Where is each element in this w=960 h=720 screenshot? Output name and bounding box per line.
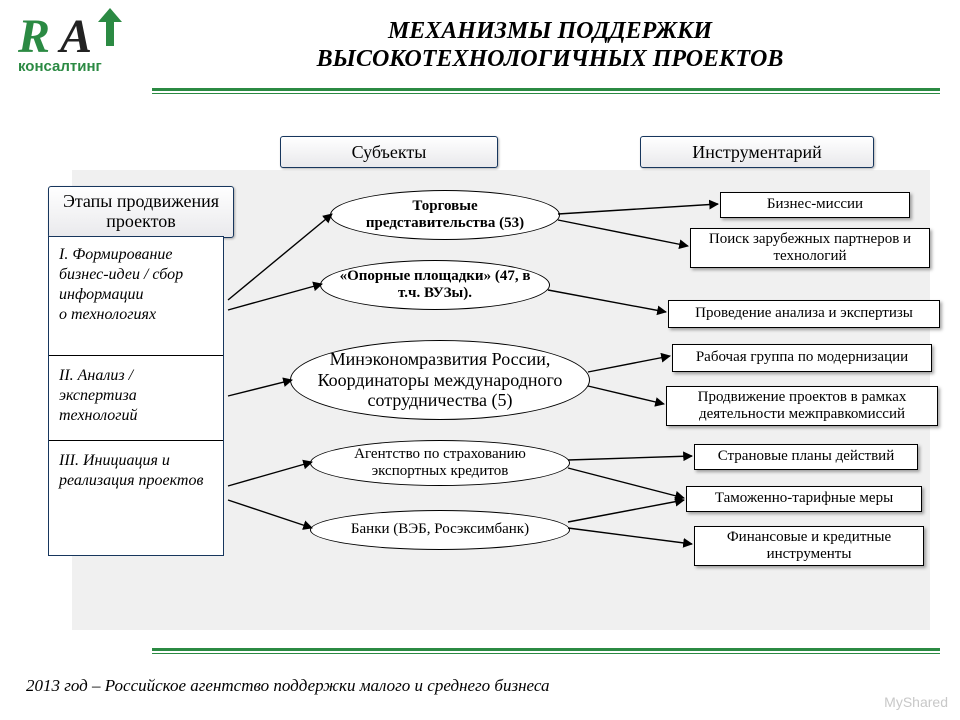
inst-analysis: Проведение анализа и экспертизы xyxy=(668,300,940,328)
subject-export-agency: Агентство по страхованию экспортных кред… xyxy=(310,440,570,486)
subject-banks: Банки (ВЭБ, Росэксимбанк) xyxy=(310,510,570,550)
inst-tariff: Таможенно-тарифные меры xyxy=(686,486,922,512)
inst-country-plans: Страновые планы действий xyxy=(694,444,918,470)
brand-text: консалтинг xyxy=(18,58,102,75)
svg-text:R: R xyxy=(18,10,50,63)
subject-trade-reps: Торговые представительства (53) xyxy=(330,190,560,240)
col-head-instruments: Инструментарий xyxy=(640,136,874,168)
stage-2: II. Анализ / экспертиза технологий xyxy=(59,366,213,430)
stage-1: I. Формирование бизнес-идеи / сбор инфор… xyxy=(59,245,213,345)
stage-3: III. Инициация и реализация проектов xyxy=(59,451,213,491)
watermark-a: My xyxy=(884,694,903,710)
bottom-rule xyxy=(152,648,940,654)
watermark: MyShared xyxy=(884,694,948,710)
inst-modernization-group: Рабочая группа по модернизации xyxy=(672,344,932,372)
top-rule xyxy=(152,88,940,94)
col-head-stages: Этапы продвижения проектов xyxy=(48,186,234,238)
slide: R A консалтинг МЕХАНИЗМЫ ПОДДЕРЖКИ ВЫСОК… xyxy=(0,0,960,720)
svg-text:A: A xyxy=(57,10,92,63)
title-line2: ВЫСОКОТЕХНОЛОГИЧНЫХ ПРОЕКТОВ xyxy=(317,46,784,72)
title-line1: МЕХАНИЗМЫ ПОДДЕРЖКИ xyxy=(388,18,712,44)
subject-ministry: Минэкономразвития России, Координаторы м… xyxy=(290,340,590,420)
inst-financial: Финансовые и кредитные инструменты xyxy=(694,526,924,566)
inst-partner-search: Поиск зарубежных партнеров и технологий xyxy=(690,228,930,268)
slide-title: МЕХАНИЗМЫ ПОДДЕРЖКИ ВЫСОКОТЕХНОЛОГИЧНЫХ … xyxy=(200,18,900,73)
stages-box: I. Формирование бизнес-идеи / сбор инфор… xyxy=(48,236,224,556)
inst-intergov: Продвижение проектов в рамках деятельнос… xyxy=(666,386,938,426)
subject-platforms: «Опорные площадки» (47, в т.ч. ВУЗы). xyxy=(320,260,550,310)
footer-text: 2013 год – Российское агентство поддержк… xyxy=(26,676,549,696)
col-head-subjects: Субъекты xyxy=(280,136,498,168)
inst-biz-missions: Бизнес-миссии xyxy=(720,192,910,218)
watermark-b: Shared xyxy=(903,694,948,710)
